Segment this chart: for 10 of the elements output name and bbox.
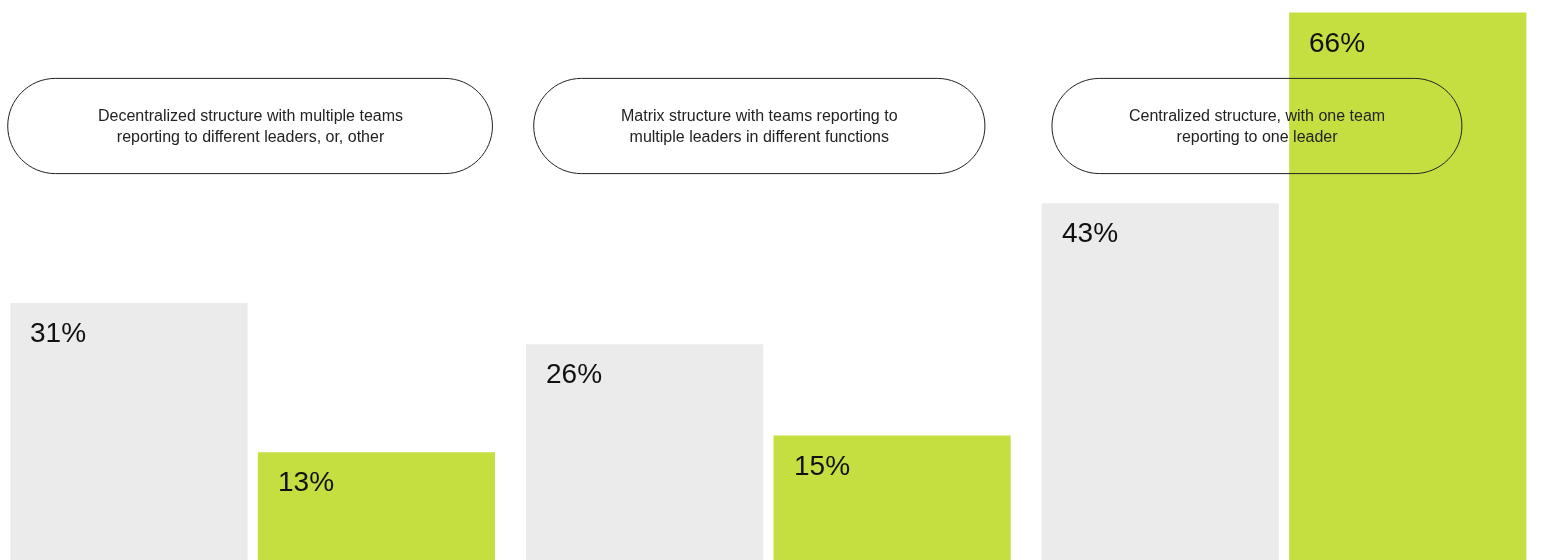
data-label: 66% — [1309, 27, 1366, 58]
x-tick-label: Matrix structure with teams reporting to multiple leaders in different functions — [621, 107, 898, 145]
x-tick-label: Decentralized structure with multiple teams reporting to different leaders, or, other — [98, 107, 404, 145]
data-label: 43% — [1062, 217, 1119, 248]
bar — [773, 435, 1011, 560]
bar — [257, 452, 496, 560]
data-label: 26% — [546, 358, 603, 389]
data-label: 31% — [30, 317, 87, 348]
data-label: 13% — [278, 466, 335, 497]
data-label: 15% — [794, 450, 851, 481]
